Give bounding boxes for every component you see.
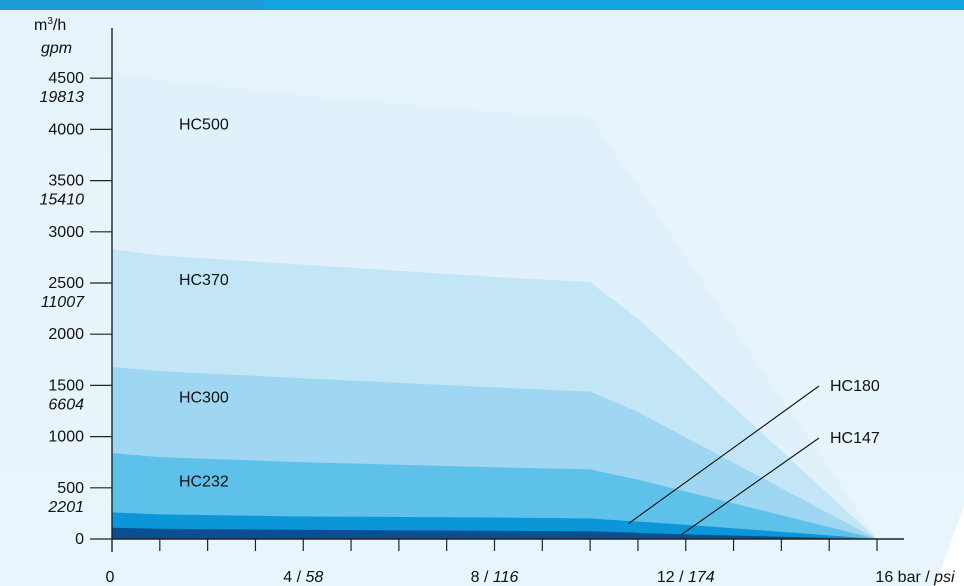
x-tick-label-12: 12 / 174 <box>657 569 715 586</box>
y-tick-label-3500: 3500 <box>48 173 84 190</box>
y-tick-label-1000: 1000 <box>48 429 84 446</box>
y-tick-label-3000: 3000 <box>48 224 84 241</box>
series-labels: HC500 HC370 HC300 HC232 HC180 HC147 <box>179 116 880 536</box>
series-label-hc232: HC232 <box>179 474 229 491</box>
x-tick-label-8: 8 / 116 <box>471 569 519 586</box>
y-tick-label-secondary-4500: 19813 <box>40 89 85 106</box>
y-ticks: 0 500 2201 1000 1500 6604 2000 2500 11007 3000 350… <box>40 70 112 548</box>
y-tick-label-secondary-3500: 15410 <box>40 192 85 209</box>
y-tick-label-secondary-500: 2201 <box>47 499 84 516</box>
y-unit-primary-label: m3/h <box>34 16 66 34</box>
x-tick-label-16: 16 bar / psi <box>875 569 955 586</box>
series-label-hc300: HC300 <box>179 390 229 407</box>
y-tick-label-secondary-1500: 6604 <box>48 396 84 413</box>
x-tick-label-4: 4 / 58 <box>283 569 323 586</box>
y-tick-label-secondary-2500: 11007 <box>41 294 85 311</box>
series-areas <box>112 72 877 539</box>
y-tick-label-4000: 4000 <box>48 121 84 138</box>
y-tick-label-0: 0 <box>75 531 84 548</box>
y-tick-label-2500: 2500 <box>48 275 84 292</box>
y-tick-label-2000: 2000 <box>48 326 84 343</box>
leader-line-hc180 <box>628 385 820 525</box>
y-tick-label-4500: 4500 <box>48 70 84 87</box>
series-label-hc500: HC500 <box>179 116 229 133</box>
y-tick-label-500: 500 <box>57 480 84 497</box>
header-bar-accent <box>264 0 964 10</box>
axes <box>111 28 904 552</box>
header-bar <box>0 0 964 10</box>
series-label-hc180: HC180 <box>830 378 880 395</box>
leader-line-hc147 <box>680 437 820 536</box>
series-label-hc370: HC370 <box>179 272 229 289</box>
x-ticks: 0 4 / 58 8 / 116 12 / 174 16 bar / psi <box>106 539 955 586</box>
area-hc147 <box>112 527 877 539</box>
y-unit-secondary-label: gpm <box>41 40 72 57</box>
x-tick-label-0: 0 <box>106 569 115 586</box>
y-tick-label-1500: 1500 <box>48 377 84 394</box>
series-label-hc147: HC147 <box>830 430 880 447</box>
